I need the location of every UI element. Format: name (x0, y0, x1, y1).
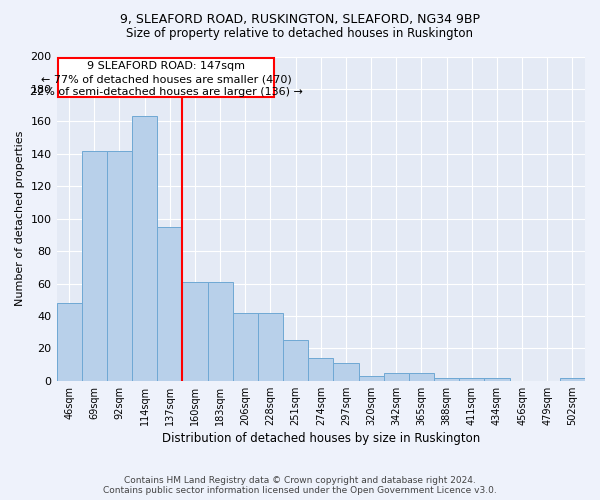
Bar (484, 378, 509, 381)
X-axis label: Distribution of detached houses by size in Ruskington: Distribution of detached houses by size … (161, 432, 480, 445)
Bar (383, 372, 409, 381)
Y-axis label: Number of detached properties: Number of detached properties (15, 131, 25, 306)
Bar (208, 282, 233, 381)
Bar (107, 150, 132, 381)
Bar (560, 378, 585, 381)
Bar (434, 378, 459, 381)
Bar (359, 376, 383, 381)
Text: 9, SLEAFORD ROAD, RUSKINGTON, SLEAFORD, NG34 9BP: 9, SLEAFORD ROAD, RUSKINGTON, SLEAFORD, … (120, 12, 480, 26)
Title: 9, SLEAFORD ROAD, RUSKINGTON, SLEAFORD, NG34 9BP: 9, SLEAFORD ROAD, RUSKINGTON, SLEAFORD, … (0, 499, 1, 500)
Text: 9 SLEAFORD ROAD: 147sqm: 9 SLEAFORD ROAD: 147sqm (87, 62, 245, 72)
Bar (334, 363, 359, 381)
Bar (82, 150, 107, 381)
Bar (308, 358, 334, 381)
Bar (182, 282, 208, 381)
Bar (409, 372, 434, 381)
Bar (233, 312, 258, 381)
Bar (157, 227, 182, 381)
Bar (258, 312, 283, 381)
Text: Contains HM Land Registry data © Crown copyright and database right 2024.
Contai: Contains HM Land Registry data © Crown c… (103, 476, 497, 495)
Bar (58, 58, 274, 97)
Bar (459, 378, 484, 381)
Bar (283, 340, 308, 381)
Bar (132, 116, 157, 381)
Text: Size of property relative to detached houses in Ruskington: Size of property relative to detached ho… (127, 28, 473, 40)
Bar (56, 303, 82, 381)
Text: ← 77% of detached houses are smaller (470): ← 77% of detached houses are smaller (47… (41, 74, 292, 85)
Text: 22% of semi-detached houses are larger (136) →: 22% of semi-detached houses are larger (… (29, 88, 302, 98)
